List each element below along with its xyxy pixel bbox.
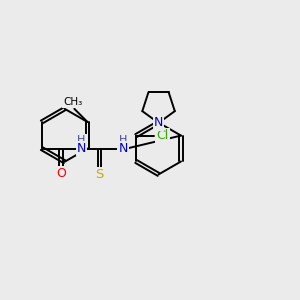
Text: H: H xyxy=(119,135,128,145)
Text: CH₃: CH₃ xyxy=(63,97,82,107)
Text: Cl: Cl xyxy=(157,129,169,142)
Text: N: N xyxy=(118,142,128,155)
Text: O: O xyxy=(56,167,66,180)
Text: S: S xyxy=(95,168,104,181)
Text: N: N xyxy=(154,116,163,129)
Text: H: H xyxy=(77,135,86,145)
Text: N: N xyxy=(77,142,86,155)
